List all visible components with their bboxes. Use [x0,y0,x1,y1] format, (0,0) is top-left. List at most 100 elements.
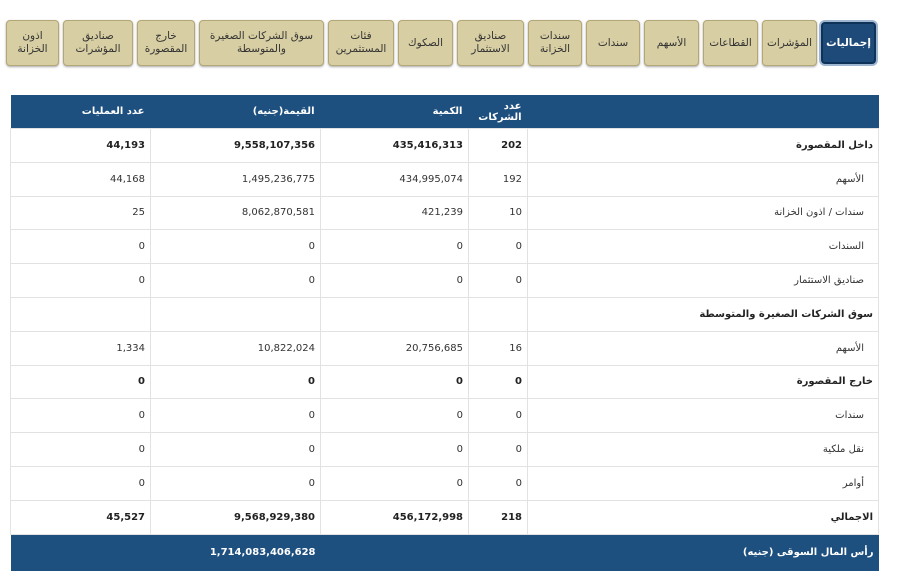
footer-cell [10,534,151,571]
header-cell: عدد الشركات [468,95,528,129]
row-label: خارج المقصورة [527,364,879,400]
row-label: أوامر [527,465,879,501]
value-cell: 0 [10,465,151,501]
value-cell: 192 [468,161,528,197]
footer-row: رأس المال السوقى (جنيه) 1,714,083,406,62… [10,534,879,571]
header-cell: عدد العمليات [10,95,151,129]
table-row: الاجمالي 218 456,172,998 9,568,929,380 45,52… [10,499,879,535]
value-cell: 0 [320,364,469,400]
table-row: نقل ملكية 0 0 0 0 [10,432,879,467]
tab[interactable]: سندات [586,20,640,66]
tab[interactable]: الصكوك [398,20,453,66]
tab[interactable]: فئات المستثمرين [328,20,394,66]
value-cell: 0 [150,263,321,298]
value-cell: 9,558,107,356 [150,128,321,163]
value-cell: 202 [468,128,528,163]
value-cell: 0 [10,398,151,434]
value-cell: 0 [10,364,151,400]
value-cell: 0 [150,229,321,265]
value-cell: 218 [468,499,528,535]
header-cell [527,95,879,129]
value-cell: 44,168 [10,161,151,197]
value-cell: 0 [320,432,469,467]
value-cell: 8,062,870,581 [150,195,321,231]
value-cell: 0 [468,364,528,400]
table-row: داخل المقصورة 202 435,416,313 9,558,107,356… [10,128,879,163]
value-cell: 435,416,313 [320,128,469,163]
value-cell: 1,495,236,775 [150,161,321,197]
value-cell: 0 [320,263,469,298]
value-cell: 0 [468,465,528,501]
table-row: سوق الشركات الصغيرة والمتوسطة [10,296,879,332]
value-cell: 0 [320,398,469,434]
tab[interactable]: الأسهم [644,20,699,66]
table-row: أوامر 0 0 0 0 [10,465,879,501]
value-cell: 25 [10,195,151,231]
value-cell: 1,334 [10,330,151,366]
footer-label: رأس المال السوقى (جنيه) [527,534,879,571]
tab[interactable]: صناديق المؤشرات [63,20,133,66]
value-cell: 0 [468,229,528,265]
row-label: سوق الشركات الصغيرة والمتوسطة [527,296,879,332]
value-cell: 10,822,024 [150,330,321,366]
tab[interactable]: خارج المقصورة [137,20,195,66]
header-row: عدد الشركات الكمية القيمة(جنيه) عدد العمليا… [10,95,879,129]
value-cell: 0 [10,229,151,265]
empty-cell [10,296,151,332]
value-cell: 45,527 [10,499,151,535]
tab[interactable]: القطاعات [703,20,758,66]
empty-cell [320,296,469,332]
row-label: الاجمالي [527,499,879,535]
tab[interactable]: سندات الخزانة [528,20,582,66]
value-cell: 20,756,685 [320,330,469,366]
value-cell: 0 [150,364,321,400]
tab-bar: إجماليات المؤشرات القطاعات الأسهم سندات سندات… [6,20,876,66]
tab[interactable]: اذون الخزانة [6,20,59,66]
table-row: سندات 0 0 0 0 [10,398,879,434]
value-cell: 421,239 [320,195,469,231]
table-row: الأسهم 16 20,756,685 10,822,024 1,334 [10,330,879,366]
value-cell: 0 [150,465,321,501]
row-label: نقل ملكية [527,432,879,467]
row-label: صناديق الاستثمار [527,263,879,298]
table-row: سندات / اذون الخزانة 10 421,239 8,062,870,5… [10,195,879,231]
value-cell: 0 [468,432,528,467]
empty-cell [468,296,528,332]
value-cell: 456,172,998 [320,499,469,535]
row-label: سندات [527,398,879,434]
tab[interactable]: إجماليات [821,22,876,64]
value-cell: 434,995,074 [320,161,469,197]
tab[interactable]: المؤشرات [762,20,817,66]
value-cell: 10 [468,195,528,231]
summary-table: عدد الشركات الكمية القيمة(جنيه) عدد العمليا… [10,95,879,571]
table-row: خارج المقصورة 0 0 0 0 [10,364,879,400]
value-cell: 0 [150,432,321,467]
row-label: داخل المقصورة [527,128,879,163]
value-cell: 0 [150,398,321,434]
value-cell: 16 [468,330,528,366]
header-cell: القيمة(جنيه) [150,95,321,129]
table-row: السندات 0 0 0 0 [10,229,879,265]
row-label: سندات / اذون الخزانة [527,195,879,231]
value-cell: 0 [320,465,469,501]
value-cell: 0 [10,263,151,298]
footer-cell [468,534,528,571]
footer-cell [320,534,469,571]
value-cell: 0 [468,398,528,434]
empty-cell [150,296,321,332]
row-label: الأسهم [527,161,879,197]
header-cell: الكمية [320,95,469,129]
tab[interactable]: صناديق الاستثمار [457,20,524,66]
value-cell: 0 [468,263,528,298]
value-cell: 44,193 [10,128,151,163]
table-row: صناديق الاستثمار 0 0 0 0 [10,263,879,298]
row-label: الأسهم [527,330,879,366]
value-cell: 0 [320,229,469,265]
tab[interactable]: سوق الشركات الصغيرة والمتوسطة [199,20,324,66]
table-row: الأسهم 192 434,995,074 1,495,236,775 44,168 [10,161,879,197]
value-cell: 9,568,929,380 [150,499,321,535]
row-label: السندات [527,229,879,265]
value-cell: 0 [10,432,151,467]
footer-value: 1,714,083,406,628 [150,534,321,571]
